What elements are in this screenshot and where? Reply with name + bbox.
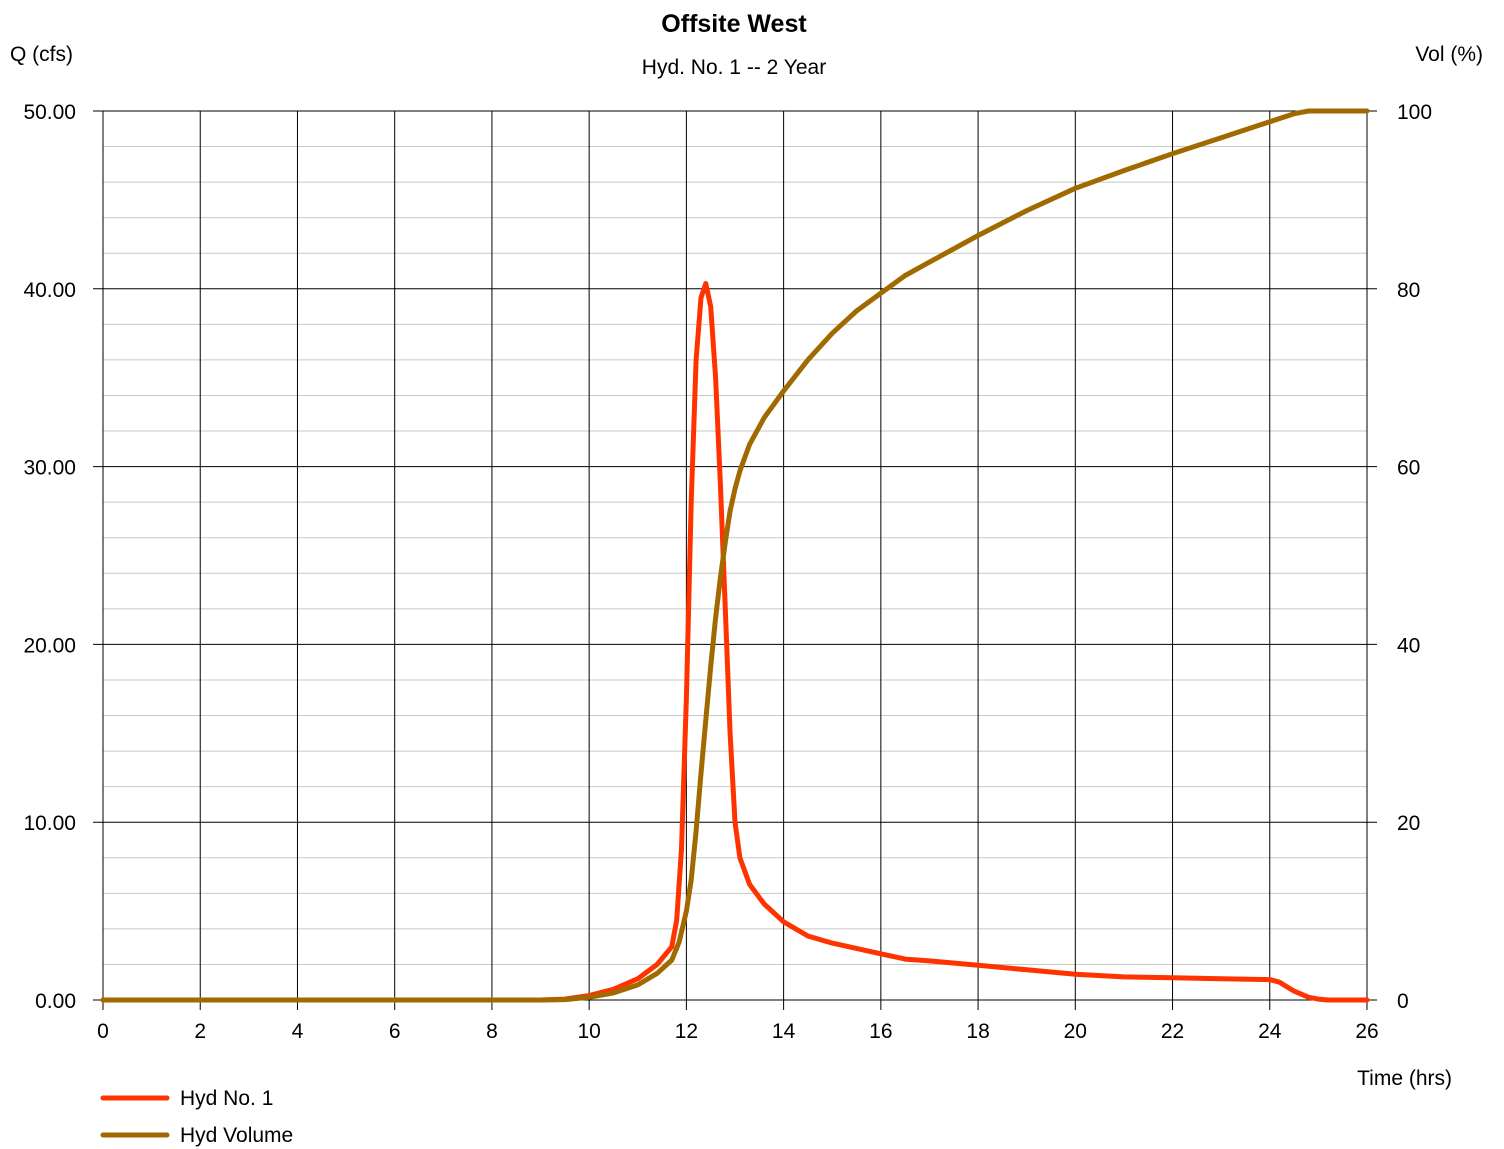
- x-tick-label: 24: [1258, 1020, 1282, 1043]
- x-axis-label: Time (hrs): [1357, 1067, 1452, 1090]
- x-tick-label: 6: [389, 1020, 401, 1043]
- x-tick-label: 12: [675, 1020, 698, 1043]
- y2-tick-label: 60: [1397, 457, 1420, 480]
- y2-tick-label: 100: [1397, 101, 1432, 124]
- x-tick-label: 18: [966, 1020, 989, 1043]
- x-tick-label: 26: [1355, 1020, 1378, 1043]
- x-tick-label: 8: [486, 1020, 498, 1043]
- y2-tick-label: 0: [1397, 990, 1409, 1013]
- y-axis-label: Q (cfs): [10, 43, 73, 66]
- major-grid: [93, 110, 1377, 1010]
- y-tick-label: 20.00: [23, 634, 76, 657]
- minor-grid: [103, 146, 1367, 965]
- y2-tick-label: 80: [1397, 279, 1420, 302]
- x-tick-label: 10: [577, 1020, 600, 1043]
- y-tick-label: 50.00: [23, 101, 76, 124]
- x-tick-label: 20: [1064, 1020, 1087, 1043]
- series-line-hyd-volume: [100, 108, 1370, 1003]
- series-layer: [100, 108, 1370, 1003]
- chart-subtitle: Hyd. No. 1 -- 2 Year: [642, 56, 826, 79]
- x-tick-label: 16: [869, 1020, 892, 1043]
- x-tick-label: 0: [97, 1020, 109, 1043]
- x-tick-label: 14: [772, 1020, 796, 1043]
- x-tick-label: 22: [1161, 1020, 1184, 1043]
- legend-label-hyd-volume: Hyd Volume: [180, 1124, 293, 1147]
- legend-label-hyd-no-1: Hyd No. 1: [180, 1087, 273, 1110]
- y2-axis-label: Vol (%): [1415, 43, 1483, 66]
- y2-tick-label: 40: [1397, 634, 1420, 657]
- y-tick-label: 0.00: [35, 990, 76, 1013]
- x-tick-label: 4: [292, 1020, 304, 1043]
- series-line-hyd-no-1: [100, 281, 1370, 1003]
- x-tick-label: 2: [194, 1020, 206, 1043]
- legend: Hyd No. 1 Hyd Volume: [100, 1087, 293, 1147]
- y-tick-label: 40.00: [23, 279, 76, 302]
- y2-tick-label: 20: [1397, 812, 1420, 835]
- chart-title: Offsite West: [661, 10, 807, 38]
- y-tick-label: 30.00: [23, 457, 76, 480]
- y-tick-label: 10.00: [23, 812, 76, 835]
